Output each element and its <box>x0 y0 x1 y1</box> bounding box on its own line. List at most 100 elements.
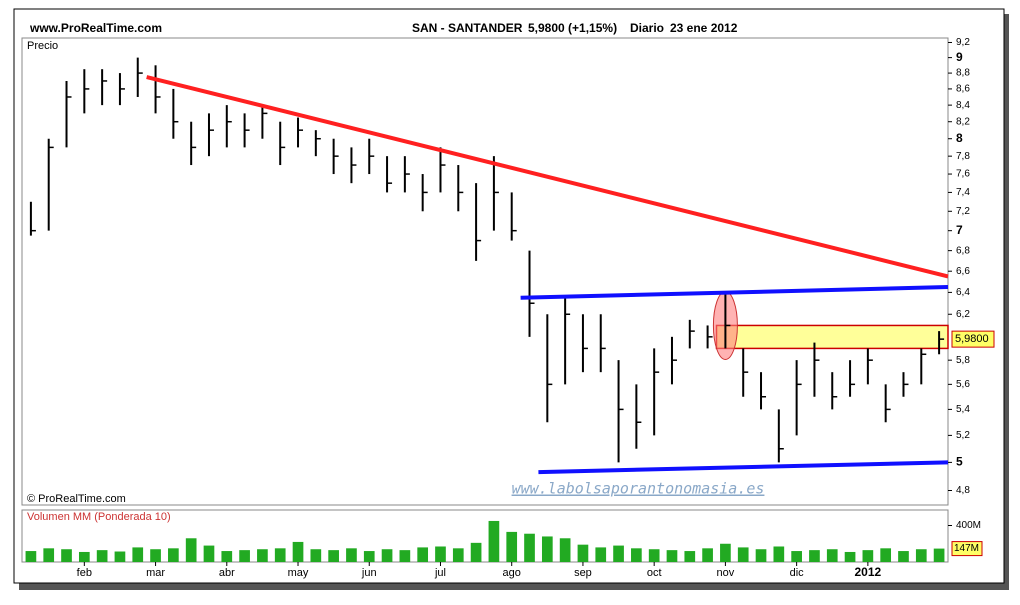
volume-bar <box>631 548 642 562</box>
volume-bar <box>61 549 72 562</box>
volume-bar <box>577 544 589 562</box>
volume-bar <box>381 549 393 562</box>
volume-bar <box>310 549 322 562</box>
copyright: © ProRealTime.com <box>27 493 126 505</box>
volume-bar <box>470 542 482 562</box>
volume-bar <box>221 551 233 562</box>
volume-bar <box>880 548 892 562</box>
watermark: www.labolsaporantonomasia.es <box>512 480 765 498</box>
volume-bar <box>915 549 927 562</box>
y-tick-label: 6,8 <box>956 245 970 256</box>
x-tick-label: sep <box>574 567 592 579</box>
x-tick-label: mar <box>146 567 165 579</box>
volume-bar <box>185 538 197 562</box>
symbol: SAN - SANTANDER <box>412 21 523 35</box>
y-tick-label: 7,2 <box>956 206 970 217</box>
volume-bar <box>96 550 108 562</box>
x-tick-label: jul <box>434 567 446 579</box>
volume-bar <box>933 548 945 562</box>
y-tick-label: 8 <box>956 131 963 145</box>
trend-line <box>146 75 949 279</box>
volume-bar <box>25 551 37 562</box>
volume-bar <box>791 551 802 562</box>
y-tick-label: 7 <box>956 223 963 237</box>
volume-bar <box>613 545 624 562</box>
x-tick-label: 2012 <box>855 565 882 579</box>
volume-bar <box>862 550 874 562</box>
y-tick-label: 5,4 <box>956 404 970 415</box>
volume-bar <box>755 549 767 562</box>
volume-bar <box>737 547 749 562</box>
volume-bar <box>809 550 820 562</box>
y-tick-label: 5,6 <box>956 379 970 390</box>
volume-bar <box>524 533 535 562</box>
volume-bar <box>132 547 144 562</box>
volume-bar <box>168 548 179 562</box>
y-tick-label: 7,6 <box>956 169 970 180</box>
volume-bar <box>898 551 909 562</box>
y-tick-label: 400M <box>956 520 981 531</box>
volume-bar <box>702 548 713 562</box>
volume-bar <box>648 549 660 562</box>
volume-bar <box>363 551 375 562</box>
volume-bar <box>417 547 429 562</box>
volume-bar <box>43 548 55 562</box>
panel-title: Precio <box>27 40 58 52</box>
current-price-box <box>951 330 995 348</box>
volume-bar <box>666 550 678 562</box>
y-tick-label: 5 <box>956 455 963 469</box>
current-volume-box <box>951 541 983 557</box>
volume-bar <box>452 548 464 562</box>
x-tick-label: feb <box>77 567 92 579</box>
volume-bar <box>399 550 411 562</box>
volume-bar <box>541 536 553 562</box>
date: 23 ene 2012 <box>670 21 738 35</box>
volume-bar <box>274 548 286 562</box>
y-tick-label: 8,8 <box>956 68 970 79</box>
x-tick-label: ago <box>503 567 521 579</box>
y-tick-label: 9 <box>956 50 963 64</box>
y-tick-label: 8,2 <box>956 116 970 127</box>
current-price-label: 5,9800 <box>955 333 989 345</box>
site: www.ProRealTime.com <box>29 21 162 35</box>
x-tick-label: jun <box>361 567 377 579</box>
price-panel <box>21 37 949 506</box>
volume-bar <box>559 538 571 562</box>
volume-bar <box>203 545 215 562</box>
volume-bar <box>328 550 339 562</box>
volume-bar <box>78 551 90 562</box>
y-tick-label: 4,8 <box>956 485 970 496</box>
trend-line <box>520 285 949 300</box>
price-zone <box>715 324 949 350</box>
volume-bar <box>773 546 785 562</box>
volume-bar <box>720 543 731 562</box>
y-tick-label: 6,2 <box>956 309 970 320</box>
x-tick-label: may <box>288 567 309 579</box>
volume-title: Volumen MM (Ponderada 10) <box>27 511 171 523</box>
volume-bar <box>435 546 446 562</box>
x-tick-label: dic <box>790 567 805 579</box>
volume-bar <box>595 547 607 562</box>
volume-bar <box>114 551 126 562</box>
volume-bar <box>346 548 357 562</box>
current-volume-label: 147M <box>954 543 979 554</box>
y-tick-label: 9,2 <box>956 37 970 48</box>
quote: 5,9800 (+1,15%) <box>528 21 617 35</box>
volume-bar <box>506 531 518 562</box>
x-tick-label: oct <box>647 567 662 579</box>
volume-bar <box>239 550 250 562</box>
volume-bar <box>257 549 268 562</box>
volume-bar <box>292 541 304 562</box>
y-tick-label: 7,8 <box>956 151 970 162</box>
volume-bar <box>844 551 856 562</box>
y-tick-label: 5,2 <box>956 430 970 441</box>
volume-bar <box>488 520 500 562</box>
volume-bar <box>150 549 161 562</box>
volume-bar <box>684 551 696 562</box>
y-tick-label: 5,8 <box>956 355 970 366</box>
y-tick-label: 7,4 <box>956 187 970 198</box>
y-tick-label: 6,4 <box>956 287 970 298</box>
period: Diario <box>630 21 664 35</box>
y-tick-label: 8,4 <box>956 100 970 111</box>
